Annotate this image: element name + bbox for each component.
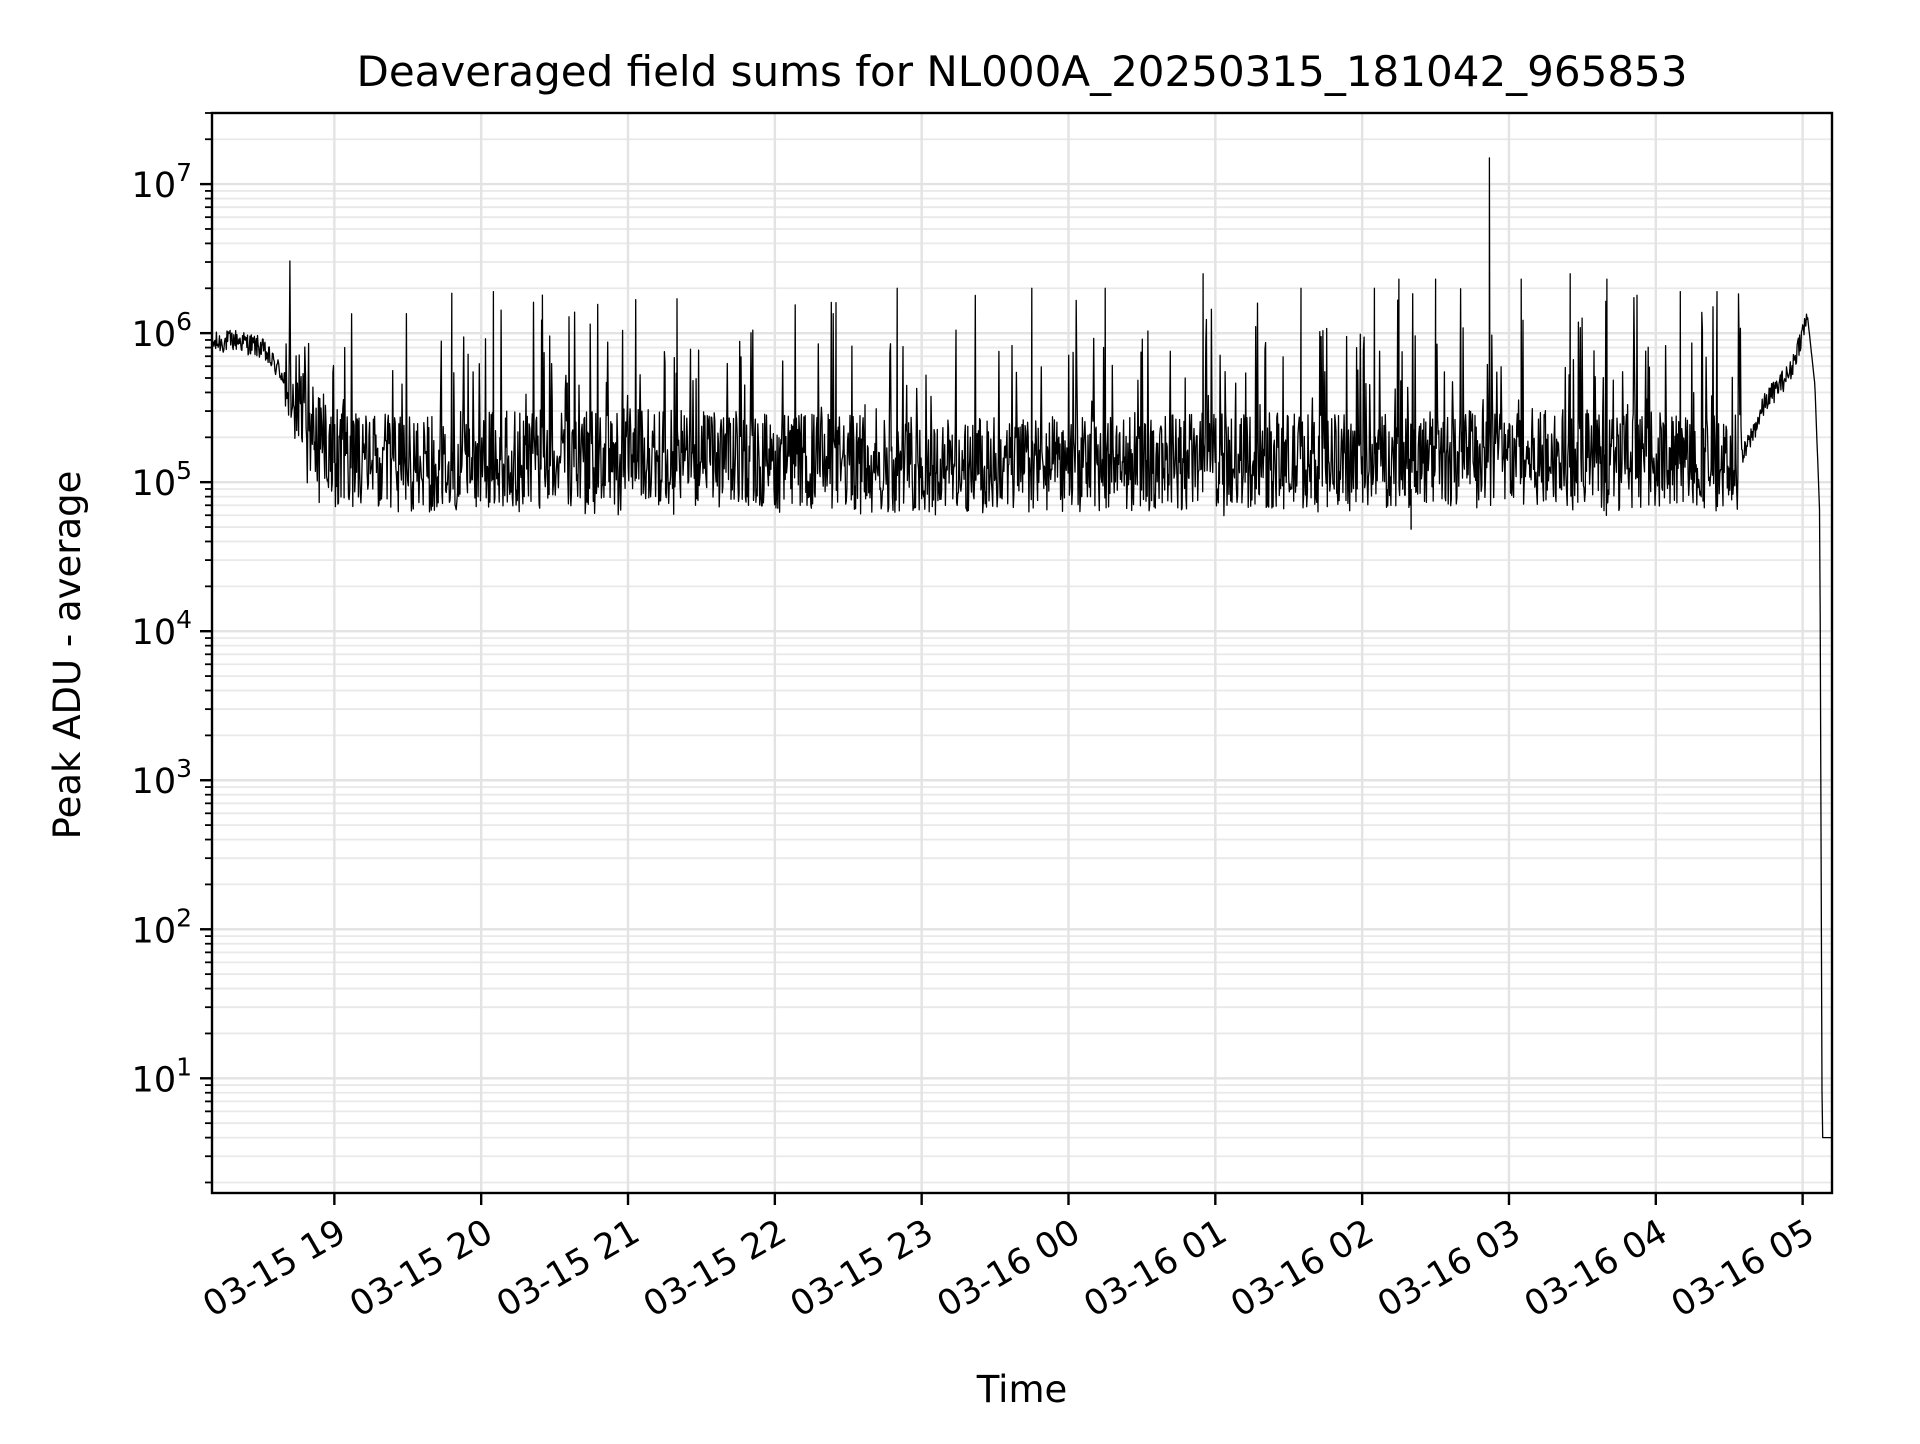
series-line (212, 157, 1832, 1139)
y-axis-title: Peak ADU - average (46, 471, 89, 840)
y-tick-label: 105 (132, 456, 192, 504)
plot-frame (210, 111, 1834, 1195)
y-tick-label: 103 (132, 754, 192, 802)
y-tick-label: 106 (132, 307, 192, 355)
chart-title: Deaveraged field sums for NL000A_2025031… (357, 47, 1688, 96)
y-tick-label: 104 (132, 605, 192, 653)
y-tick-label: 107 (132, 158, 192, 206)
y-tick-label: 101 (132, 1052, 192, 1100)
x-axis-title: Time (976, 1368, 1068, 1411)
y-tick-label: 102 (132, 903, 192, 951)
plot-area (212, 157, 1832, 1139)
